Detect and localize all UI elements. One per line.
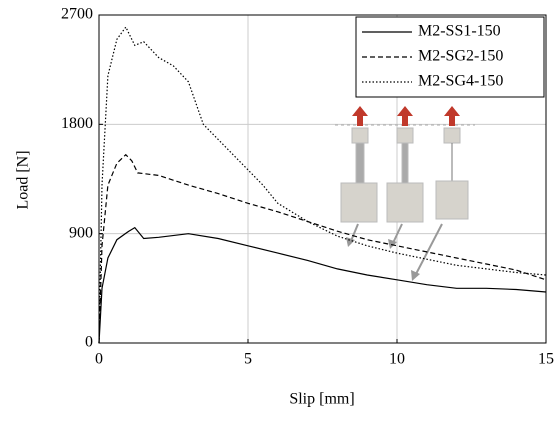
x-tick-label: 0 xyxy=(95,351,103,368)
x-tick-label: 5 xyxy=(244,351,252,368)
y-tick-label: 2700 xyxy=(61,6,93,23)
plot-frame xyxy=(98,14,547,344)
load-arrows xyxy=(352,106,460,126)
y-tick-label: 0 xyxy=(85,334,93,351)
specimens xyxy=(340,127,469,223)
specimen-illustration xyxy=(335,106,475,281)
pointer-arrows xyxy=(346,223,443,281)
legend-label: M2-SG2-150 xyxy=(418,48,503,65)
x-tick-label: 10 xyxy=(389,351,405,368)
y-tick-label: 900 xyxy=(69,224,93,241)
data-line xyxy=(98,153,547,344)
legend-label: M2-SS1-150 xyxy=(418,23,501,40)
data-line xyxy=(98,25,547,344)
y-tick-label: 1800 xyxy=(61,115,93,132)
y-axis-label: Load [N] xyxy=(15,150,32,209)
legend-label: M2-SG4-150 xyxy=(418,73,503,90)
data-line xyxy=(98,226,547,344)
legend: M2-SS1-150 M2-SG2-150 M2-SG4-150 xyxy=(355,16,545,98)
x-tick-label: 15 xyxy=(538,351,554,368)
x-axis-label: Slip [mm] xyxy=(289,391,354,408)
